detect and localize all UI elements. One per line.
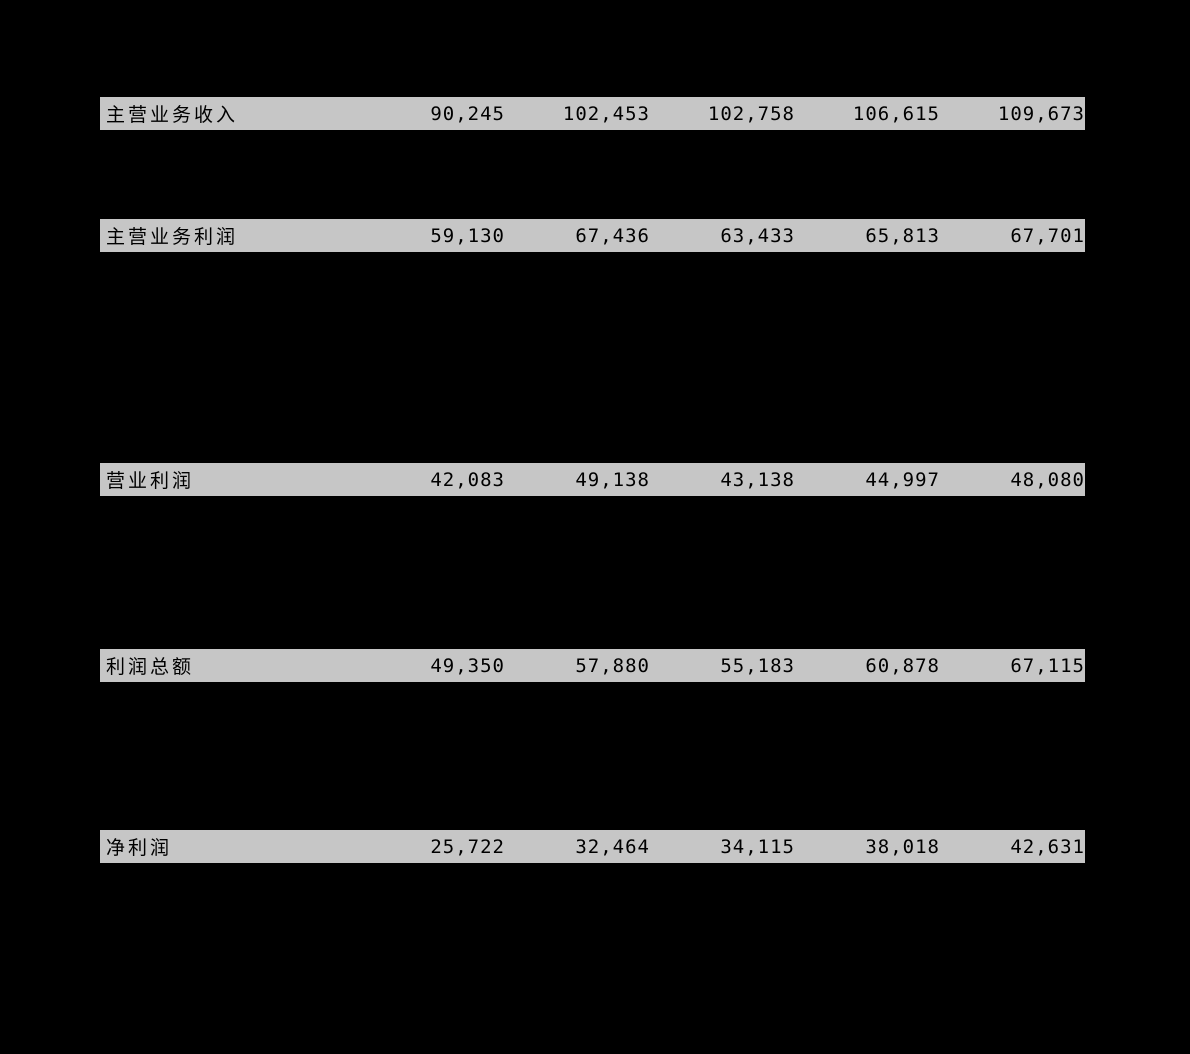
row-value: 60,878: [795, 655, 940, 677]
row-value: 32,464: [505, 836, 650, 858]
row-value: 109,673: [940, 103, 1085, 125]
row-label: 主营业务利润: [100, 222, 360, 249]
row-label: 利润总额: [100, 652, 360, 679]
table-row: 利润总额49,35057,88055,18360,87867,115: [100, 649, 1085, 682]
table-row: 营业利润42,08349,13843,13844,99748,080: [100, 463, 1085, 496]
row-value: 42,083: [360, 469, 505, 491]
row-value: 49,138: [505, 469, 650, 491]
row-values: 90,245102,453102,758106,615109,673: [360, 103, 1085, 125]
row-value: 67,701: [940, 225, 1085, 247]
row-value: 90,245: [360, 103, 505, 125]
table-row: 净利润25,72232,46434,11538,01842,631: [100, 830, 1085, 863]
row-value: 34,115: [650, 836, 795, 858]
row-value: 67,115: [940, 655, 1085, 677]
row-value: 25,722: [360, 836, 505, 858]
table-row: 主营业务收入90,245102,453102,758106,615109,673: [100, 97, 1085, 130]
row-value: 102,758: [650, 103, 795, 125]
row-values: 59,13067,43663,43365,81367,701: [360, 225, 1085, 247]
row-value: 49,350: [360, 655, 505, 677]
row-value: 38,018: [795, 836, 940, 858]
row-value: 67,436: [505, 225, 650, 247]
row-value: 43,138: [650, 469, 795, 491]
row-value: 65,813: [795, 225, 940, 247]
row-value: 63,433: [650, 225, 795, 247]
row-value: 44,997: [795, 469, 940, 491]
row-value: 57,880: [505, 655, 650, 677]
row-label: 营业利润: [100, 466, 360, 493]
row-label: 净利润: [100, 833, 360, 860]
row-values: 42,08349,13843,13844,99748,080: [360, 469, 1085, 491]
table-row: 主营业务利润59,13067,43663,43365,81367,701: [100, 219, 1085, 252]
row-value: 48,080: [940, 469, 1085, 491]
row-value: 102,453: [505, 103, 650, 125]
row-value: 59,130: [360, 225, 505, 247]
row-value: 55,183: [650, 655, 795, 677]
row-value: 42,631: [940, 836, 1085, 858]
row-values: 25,72232,46434,11538,01842,631: [360, 836, 1085, 858]
row-value: 106,615: [795, 103, 940, 125]
row-values: 49,35057,88055,18360,87867,115: [360, 655, 1085, 677]
row-label: 主营业务收入: [100, 100, 360, 127]
